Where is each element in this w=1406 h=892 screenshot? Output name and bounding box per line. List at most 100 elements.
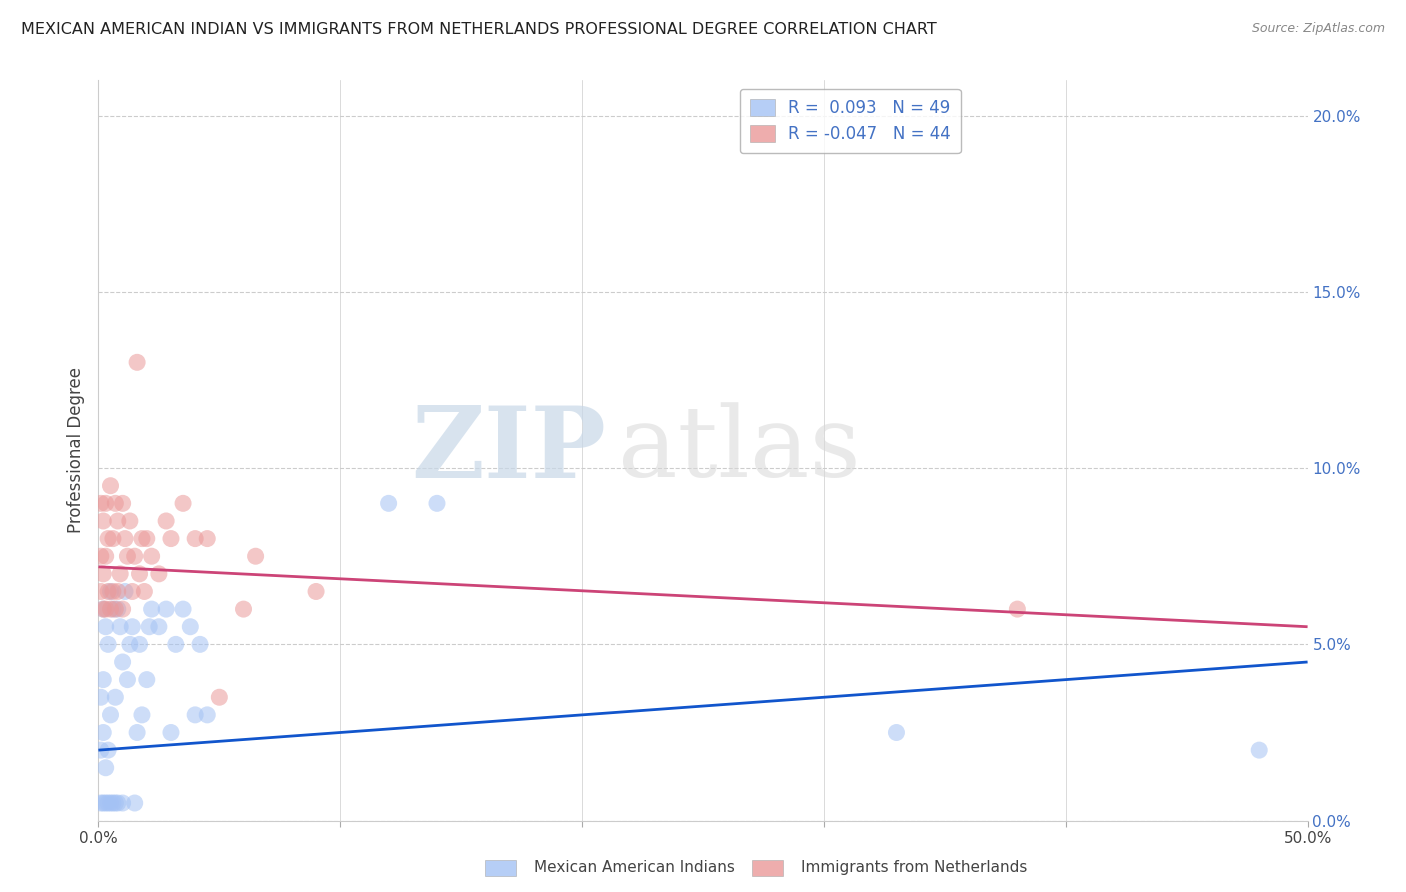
Text: Immigrants from Netherlands: Immigrants from Netherlands xyxy=(801,860,1028,874)
Y-axis label: Professional Degree: Professional Degree xyxy=(66,368,84,533)
Point xyxy=(90,496,112,510)
Point xyxy=(141,549,163,564)
Point xyxy=(90,796,112,810)
Point xyxy=(104,796,127,810)
Point xyxy=(97,584,120,599)
Point xyxy=(124,796,146,810)
Point xyxy=(111,602,134,616)
Point xyxy=(101,532,124,546)
Point xyxy=(188,637,211,651)
Point xyxy=(160,532,183,546)
Point xyxy=(426,496,449,510)
Point xyxy=(245,549,267,564)
Point xyxy=(97,637,120,651)
Point xyxy=(111,796,134,810)
Point xyxy=(100,479,122,493)
Point xyxy=(121,620,143,634)
Point xyxy=(148,566,170,581)
Point xyxy=(155,602,177,616)
Point xyxy=(100,602,122,616)
Point xyxy=(104,496,127,510)
Point xyxy=(108,566,131,581)
Point xyxy=(131,532,153,546)
Point xyxy=(107,796,129,810)
Point xyxy=(91,673,114,687)
Point xyxy=(1249,743,1271,757)
Point xyxy=(117,549,139,564)
Point xyxy=(91,796,114,810)
Point xyxy=(107,602,129,616)
Point xyxy=(101,602,124,616)
Point xyxy=(97,532,120,546)
Point xyxy=(155,514,177,528)
Point xyxy=(91,566,114,581)
Point xyxy=(91,725,114,739)
Point xyxy=(172,496,194,510)
Point xyxy=(107,514,129,528)
Point xyxy=(94,620,117,634)
Point xyxy=(118,637,141,651)
Point xyxy=(100,707,122,722)
Text: Mexican American Indians: Mexican American Indians xyxy=(534,860,735,874)
Point xyxy=(108,620,131,634)
Point xyxy=(91,602,114,616)
Point xyxy=(160,725,183,739)
Point xyxy=(127,725,149,739)
Point xyxy=(1007,602,1029,616)
Point xyxy=(305,584,328,599)
Point xyxy=(114,584,136,599)
Point xyxy=(94,796,117,810)
Point xyxy=(107,584,129,599)
Point xyxy=(184,532,207,546)
Point xyxy=(104,602,127,616)
Point xyxy=(97,743,120,757)
Point xyxy=(141,602,163,616)
Point xyxy=(94,761,117,775)
Point xyxy=(179,620,201,634)
Point xyxy=(100,584,122,599)
Point xyxy=(131,707,153,722)
Point xyxy=(121,584,143,599)
Point xyxy=(90,584,112,599)
Point xyxy=(90,743,112,757)
Point xyxy=(117,673,139,687)
Legend: R =  0.093   N = 49, R = -0.047   N = 44: R = 0.093 N = 49, R = -0.047 N = 44 xyxy=(740,88,960,153)
Point xyxy=(184,707,207,722)
Point xyxy=(94,496,117,510)
Point xyxy=(377,496,399,510)
Point xyxy=(165,637,187,651)
Point xyxy=(124,549,146,564)
Point xyxy=(111,496,134,510)
Point xyxy=(172,602,194,616)
Point xyxy=(232,602,254,616)
Text: Source: ZipAtlas.com: Source: ZipAtlas.com xyxy=(1251,22,1385,36)
Text: ZIP: ZIP xyxy=(412,402,606,499)
Point xyxy=(114,532,136,546)
Point xyxy=(128,637,150,651)
Point xyxy=(91,602,114,616)
Point xyxy=(208,690,231,705)
Point xyxy=(135,673,157,687)
Point xyxy=(101,796,124,810)
Point xyxy=(135,532,157,546)
Point xyxy=(111,655,134,669)
Point xyxy=(138,620,160,634)
Point xyxy=(127,355,149,369)
Point xyxy=(195,532,218,546)
Point xyxy=(100,796,122,810)
Point xyxy=(94,602,117,616)
Point xyxy=(148,620,170,634)
Text: MEXICAN AMERICAN INDIAN VS IMMIGRANTS FROM NETHERLANDS PROFESSIONAL DEGREE CORRE: MEXICAN AMERICAN INDIAN VS IMMIGRANTS FR… xyxy=(21,22,936,37)
Point xyxy=(886,725,908,739)
Point xyxy=(94,549,117,564)
Point xyxy=(195,707,218,722)
Point xyxy=(101,584,124,599)
Point xyxy=(97,796,120,810)
Point xyxy=(91,514,114,528)
Point xyxy=(90,549,112,564)
Point xyxy=(118,514,141,528)
Point xyxy=(90,690,112,705)
Point xyxy=(134,584,156,599)
Text: atlas: atlas xyxy=(619,402,860,499)
Point xyxy=(128,566,150,581)
